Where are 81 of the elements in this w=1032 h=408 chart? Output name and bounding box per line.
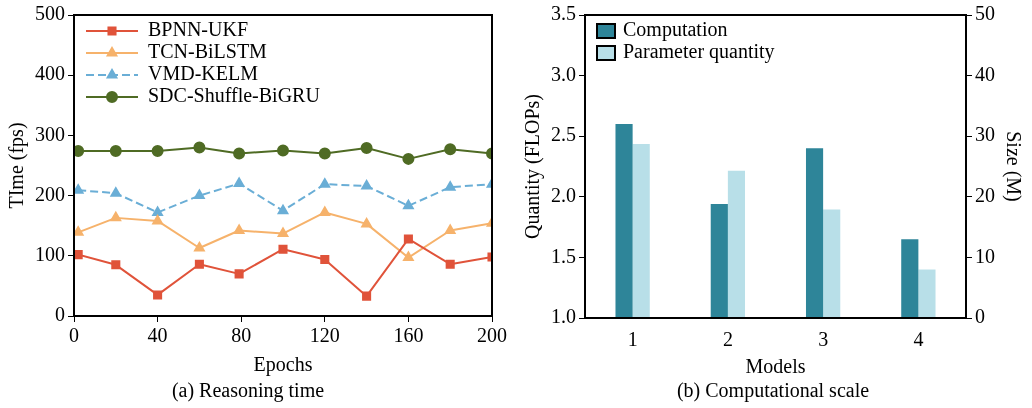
y-tick-label: 0 — [55, 303, 65, 326]
y2-tick-label: 40 — [975, 62, 995, 85]
point — [362, 291, 372, 301]
y-tick-label: 1.5 — [551, 244, 576, 267]
y-tick-label: 2.5 — [551, 123, 576, 146]
point — [319, 178, 331, 188]
y-tick-label: 3.0 — [551, 62, 576, 85]
y-tick-label: 200 — [35, 182, 65, 205]
y-tick-label: 100 — [35, 243, 65, 266]
x-tick-label: 0 — [69, 324, 79, 347]
point — [403, 199, 414, 210]
point — [74, 145, 85, 158]
point — [318, 147, 331, 160]
x-tick-label: 160 — [393, 324, 424, 347]
legend-label: VMD-KELM — [148, 62, 259, 85]
point — [152, 214, 163, 225]
point — [110, 211, 122, 222]
point — [74, 184, 84, 194]
point — [194, 241, 205, 252]
legend-label: SDC-Shuffle-BiGRU — [148, 84, 321, 107]
point — [74, 250, 83, 260]
point — [151, 145, 164, 158]
y-tick-label: 2.0 — [551, 184, 576, 207]
x-tick-label: 3 — [818, 328, 829, 351]
text: (a) Reasoning time — [171, 379, 325, 403]
point — [194, 189, 205, 200]
point — [74, 226, 84, 236]
point — [277, 227, 289, 238]
point — [277, 144, 289, 157]
point — [278, 244, 288, 254]
point — [277, 204, 289, 215]
point — [233, 224, 245, 235]
point — [110, 187, 122, 197]
point — [319, 206, 331, 216]
y-axis-title: Quantity (FLOPs) — [521, 94, 545, 239]
y-tick-label: 3.5 — [551, 2, 576, 25]
point — [444, 181, 456, 191]
point — [444, 224, 456, 235]
point — [445, 259, 455, 269]
x-tick-label: 120 — [309, 324, 340, 347]
point — [403, 234, 413, 244]
legend-label: Parameter quantity — [623, 40, 775, 64]
x-tick-label: 80 — [231, 324, 252, 347]
point — [403, 251, 414, 262]
point — [320, 254, 330, 264]
x-tick-label: 40 — [147, 324, 168, 347]
y2-axis-title: Size (M) — [1001, 131, 1025, 202]
y-axis-title: TIme (fps) — [5, 122, 29, 209]
y-tick-label: 1.0 — [551, 305, 576, 328]
point — [233, 177, 245, 188]
point — [402, 152, 415, 165]
y2-tick-label: 30 — [975, 123, 995, 146]
x-tick-label: 2 — [722, 328, 733, 351]
y2-tick-label: 0 — [975, 305, 985, 328]
y2-tick-label: 20 — [975, 184, 995, 207]
legend-label: BPNN-UKF — [148, 18, 249, 41]
legend-label: Computation — [623, 18, 728, 42]
point — [361, 217, 372, 228]
x-axis-title: Models — [745, 355, 806, 378]
x-axis-title: Epochs — [253, 353, 313, 377]
y-tick-label: 400 — [35, 62, 65, 85]
point — [194, 259, 204, 269]
point — [109, 145, 122, 158]
x-tick-label: 200 — [477, 324, 507, 347]
y-tick-label: 500 — [35, 2, 65, 25]
point — [444, 143, 457, 156]
point — [111, 260, 121, 270]
point — [361, 179, 372, 190]
x-tick-label: 4 — [913, 328, 924, 351]
y2-tick-label: 50 — [975, 2, 995, 25]
y-tick-label: 300 — [35, 122, 65, 145]
point — [153, 290, 163, 300]
text: (b) Computational scale — [676, 379, 870, 403]
point — [234, 269, 244, 279]
point — [193, 141, 206, 154]
x-tick-label: 1 — [627, 328, 638, 351]
y2-tick-label: 10 — [975, 244, 995, 267]
point — [360, 142, 373, 155]
point — [233, 147, 246, 160]
legend-label: TCN-BiLSTM — [148, 40, 268, 63]
point — [152, 206, 163, 216]
